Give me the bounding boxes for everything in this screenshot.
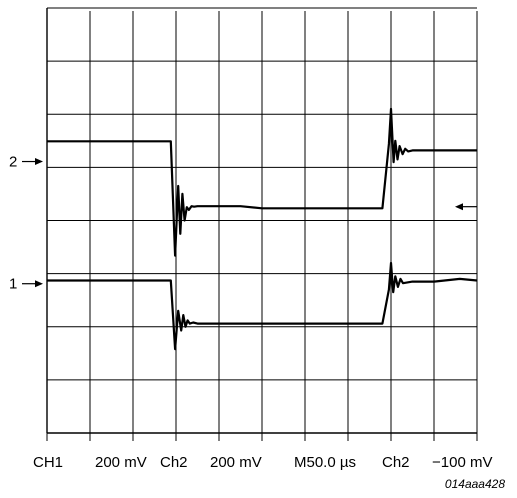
trigger-level-arrow-icon	[455, 203, 477, 211]
channel-2-marker-arrow-icon	[22, 158, 43, 166]
trace-channel-1	[47, 261, 478, 351]
ch2-label: Ch2	[160, 454, 188, 471]
channel-2-marker-label: 2	[9, 154, 17, 171]
ch1-scale: 200 mV	[95, 454, 147, 471]
timebase-readout: M50.0 µs	[294, 454, 356, 471]
ch2-scale: 200 mV	[210, 454, 262, 471]
channel-1-marker-arrow-icon	[22, 280, 43, 288]
readout-bar: CH1 200 mV Ch2 200 mV M50.0 µs Ch2 −100 …	[33, 454, 492, 471]
graticule	[46, 7, 478, 441]
figure-id: 014aaa428	[445, 477, 505, 491]
trigger-level-readout: −100 mV	[432, 454, 492, 471]
trigger-source: Ch2	[382, 454, 410, 471]
channel-1-marker-label: 1	[9, 276, 17, 293]
traces	[47, 107, 478, 351]
markers: 2 1	[9, 154, 477, 293]
ch1-label: CH1	[33, 454, 63, 471]
trace-channel-2	[47, 107, 477, 257]
